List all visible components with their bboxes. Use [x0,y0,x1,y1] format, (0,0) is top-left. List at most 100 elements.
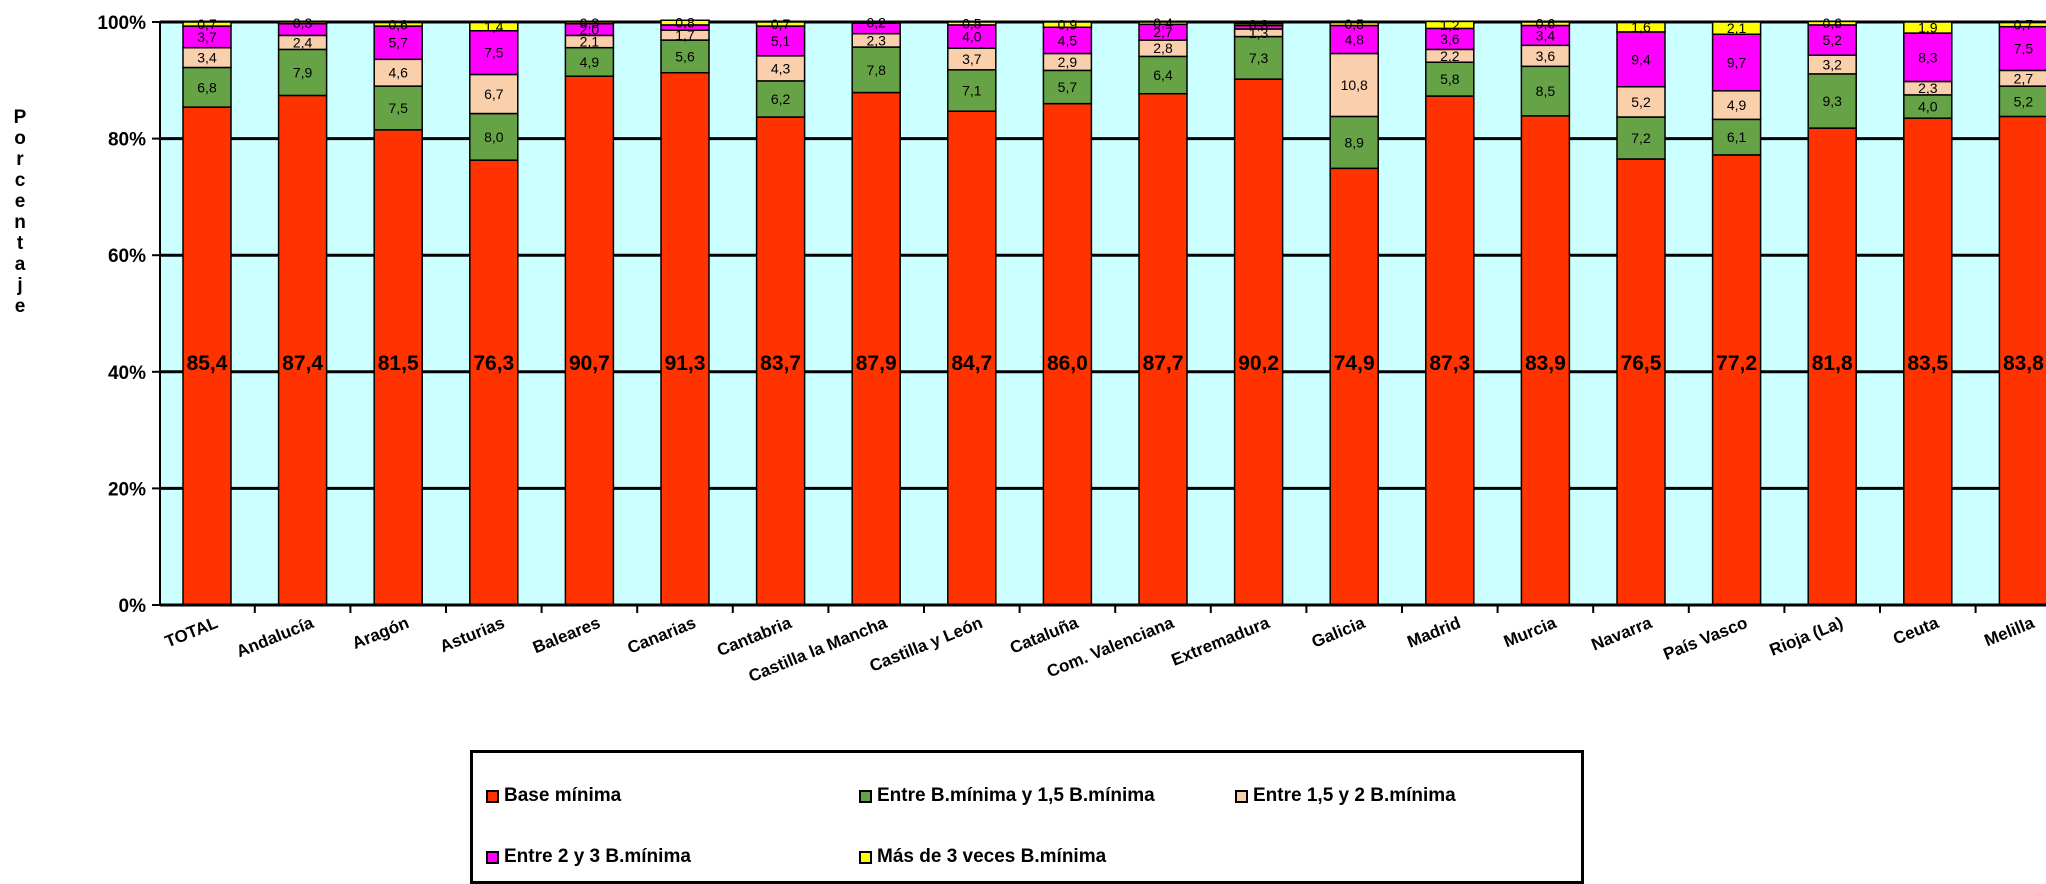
bar-data-label: 3,4 [1536,27,1556,43]
bar-data-label: 0,6 [1822,15,1842,31]
bar-stack: 81,5 7,5 4,6 5,7 0,6 [373,16,423,606]
bar-data-label: 2,1 [1727,20,1747,36]
bar-data-label: 6,1 [1727,129,1747,145]
bar-data-label: 83,9 [1525,352,1566,375]
bar-data-label: 83,8 [2003,352,2044,375]
bar-segment [1233,78,1284,606]
bar-data-label: 2,0 [580,22,600,38]
bar-data-label: 9,7 [1727,55,1747,71]
bar-segment [1425,61,1475,97]
bar-data-label: 7,3 [1249,50,1269,66]
bar-data-label: 1,6 [1631,19,1651,35]
bar-data-label: 83,5 [1907,352,1948,375]
bar-stack: 87,3 5,8 2,23,61,2 [1425,17,1475,606]
chart-legend: Base mínima Entre B.mínima y 1,5 B.mínima… [470,750,1584,884]
x-axis-ticks: TOTAL Andalucía Aragón Asturias Baleares Cana… [160,603,2046,686]
bar-segment [1616,116,1666,160]
bar-data-label: 0,7 [2014,17,2034,33]
bar-segment [1616,21,1666,33]
bar-segment [1329,21,1379,27]
bar-segment [1042,69,1093,105]
bar-data-label: 90,2 [1238,352,1279,375]
bar-segment [277,21,328,25]
bar-segment [373,129,423,606]
plot-area [160,22,2046,605]
bar-segment [1616,85,1666,118]
bar-segment [1233,22,1284,27]
x-tick-label: Baleares [530,613,603,657]
bar-segment [947,110,997,606]
legend-swatch [1235,789,1248,803]
bar-data-label: 2,4 [293,34,313,50]
bar-data-label: 5,2 [1822,32,1842,48]
bar-segment [660,71,710,606]
bar-segment [1998,21,2046,28]
bar-stack: 87,7 6,4 2,82,70,4 [1138,15,1188,606]
y-axis-label-letter: a [15,254,26,275]
bar-data-label: 81,8 [1812,352,1853,375]
bar-segment [1616,158,1666,606]
bar-segment [1711,154,1762,606]
y-axis-label-letter: o [14,128,26,149]
bar-data-label: 7,9 [293,64,313,80]
bar-stack: 81,8 9,3 3,2 5,20,6 [1807,15,1857,606]
bar-data-label: 5,8 [1440,71,1460,87]
bar-data-label: 87,9 [856,352,897,375]
bar-segment [373,21,423,27]
bar-segment [182,106,232,606]
bar-data-label: 9,3 [1822,93,1842,109]
x-tick-label: Cataluña [1007,613,1081,658]
y-axis-label-letter: t [17,233,24,254]
bar-segment [469,112,519,161]
bar-data-label: 10,8 [1341,77,1368,93]
bar-data-label: 2,3 [866,32,886,48]
legend-label: Más de 3 veces B.mínima [877,846,1107,867]
y-tick-label: 60% [108,246,146,267]
bar-segment [564,46,615,77]
legend-swatch [486,789,499,803]
bar-stack: 83,9 8,5 3,6 3,40,6 [1520,16,1571,606]
bar-data-label: 3,6 [1440,31,1460,47]
bar-stack: 83,8 5,2 2,7 7,5 0,7 [1998,17,2046,606]
bar-segment [851,21,901,24]
bar-data-label: 84,7 [951,352,992,375]
bar-data-label: 90,7 [569,352,610,375]
bar-data-label: 87,3 [1429,352,1470,375]
x-tick-label: Asturias [437,613,507,656]
bar-stack: 87,4 7,9 2,4 0,3 [277,15,328,606]
x-tick-label: Murcia [1501,613,1559,651]
bar-data-label: 4,9 [1727,97,1747,113]
bar-segment [1711,90,1762,121]
bar-data-label: 0,5 [1344,16,1364,32]
bar-stack: 90,7 4,9 2,12,00,3 [564,15,615,606]
y-axis-label-letter: r [16,149,24,170]
bar-data-label: 4,0 [1918,99,1938,115]
x-tick-label: Melilla [1982,613,2038,650]
y-tick-label: 0% [119,596,147,617]
bar-segment [755,25,806,57]
bar-segment [373,85,423,131]
legend-swatch [859,789,872,803]
bar-segment [564,21,615,25]
bar-data-label: 0,9 [1058,17,1078,33]
bar-data-label: 6,2 [771,91,791,107]
bar-segment [469,73,519,115]
bar-segment [1042,26,1093,55]
bar-data-label: 2,8 [1153,40,1173,56]
bar-segment [1138,21,1188,26]
bar-data-label: 7,1 [962,83,982,99]
bar-stack: 74,9 8,9 10,8 4,80,5 [1329,16,1379,606]
bar-segment [1329,24,1379,55]
bar-data-label: 5,1 [771,33,791,49]
bar-segment [1233,35,1284,80]
bar-segment [1042,21,1093,28]
bar-data-label: 4,5 [1058,32,1078,48]
bar-data-label: 8,0 [484,129,504,145]
bar-data-label: 5,2 [2014,93,2034,109]
bar-segment [755,80,806,118]
bar-data-label: 74,9 [1334,352,1375,375]
legend-label: Entre 2 y 3 B.mínima [504,846,691,867]
bar-segment [277,48,328,97]
bar-data-label: 1,2 [1440,17,1460,33]
